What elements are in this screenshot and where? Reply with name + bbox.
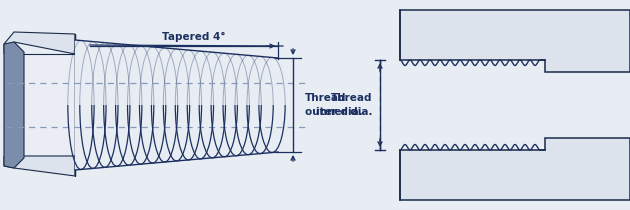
Polygon shape — [4, 54, 75, 156]
Text: Thread
outer dia.: Thread outer dia. — [305, 93, 363, 117]
Text: Tapered 4°: Tapered 4° — [163, 32, 226, 42]
Polygon shape — [75, 40, 278, 170]
Text: Thread
inner dia.: Thread inner dia. — [316, 93, 372, 117]
Polygon shape — [4, 156, 75, 176]
Polygon shape — [400, 138, 630, 200]
Polygon shape — [4, 32, 75, 54]
Polygon shape — [4, 42, 24, 168]
Polygon shape — [400, 10, 630, 72]
